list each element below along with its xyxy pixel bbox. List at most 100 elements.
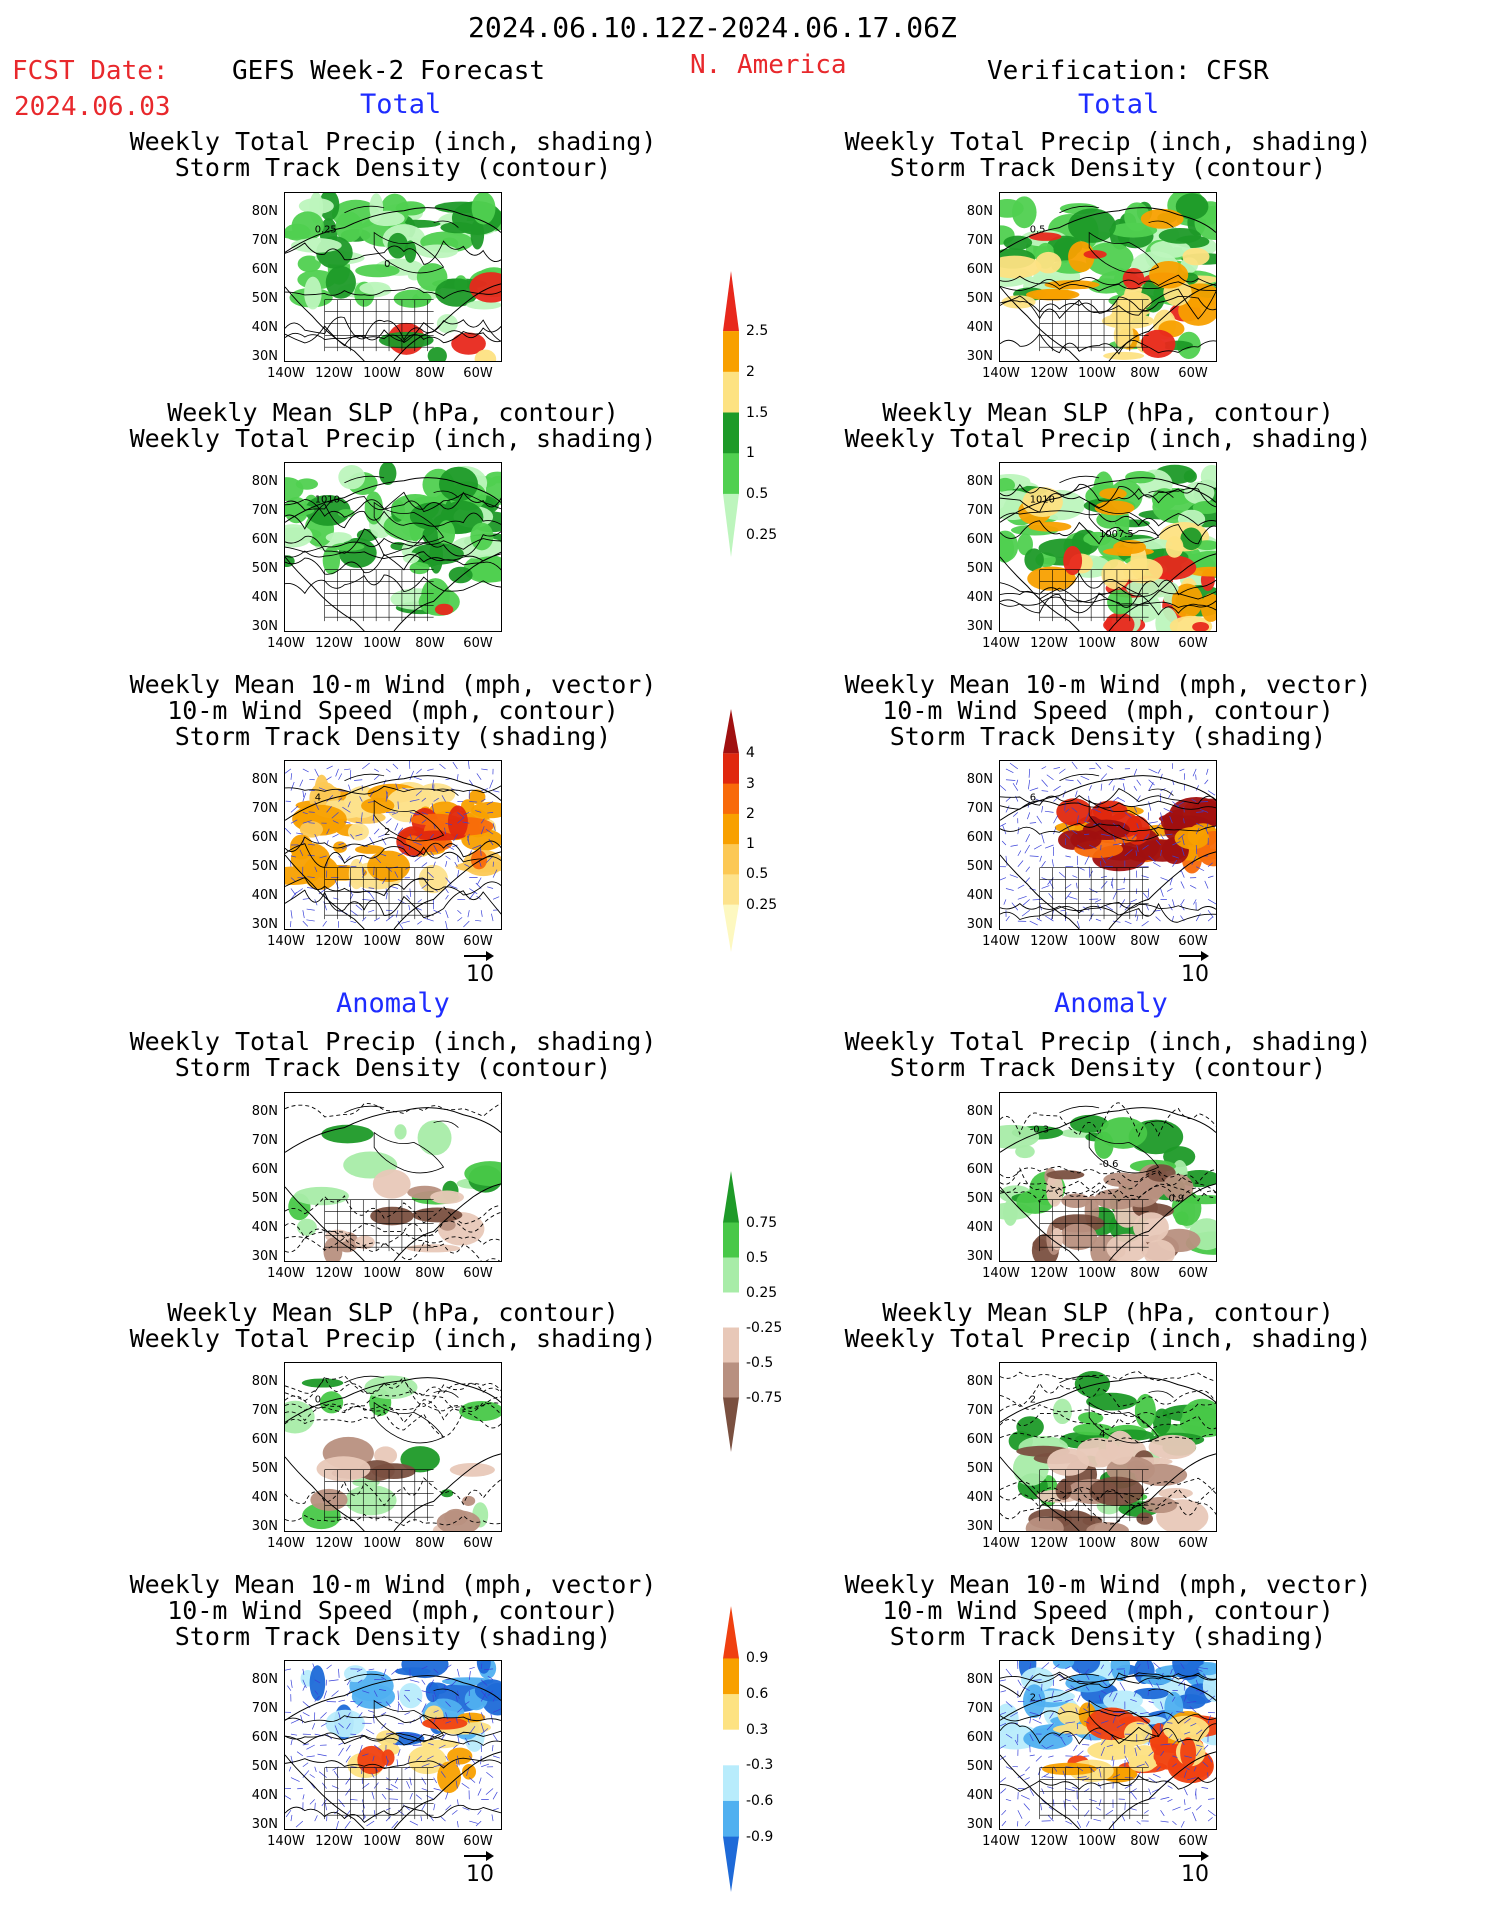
lat-tick-label: 30N (251, 619, 278, 634)
lat-tick-label: 60N (251, 262, 278, 277)
lat-tick-label: 60N (251, 1730, 278, 1745)
lon-tick-label: 60W (1178, 1266, 1208, 1281)
colorbar-tick-label: 2.5 (746, 323, 769, 340)
panel-title-obs-2: Weekly Mean 10-m Wind (mph, vector) 10-m … (839, 672, 1377, 750)
panel-title-line-1: 10-m Wind Speed (mph, contour) (167, 1596, 619, 1625)
lat-tick-label: 30N (966, 619, 993, 634)
lat-tick-label: 70N (966, 233, 993, 248)
map-panel-fcst-4: 0 (284, 1362, 502, 1532)
map-panel-obs-3: -0.3 -0.6 0.9 (999, 1092, 1217, 1262)
panel-title-fcst-5: Weekly Mean 10-m Wind (mph, vector) 10-m … (124, 1572, 662, 1650)
panel-title-line-1: Storm Track Density (contour) (889, 153, 1327, 182)
panel-title-obs-5: Weekly Mean 10-m Wind (mph, vector) 10-m … (839, 1572, 1377, 1650)
lon-tick-label: 80W (415, 636, 445, 651)
panel-title-line-2: Storm Track Density (shading) (174, 1622, 612, 1651)
lat-tick-label: 80N (966, 1104, 993, 1119)
contour-label-1: -0.6 (1099, 1159, 1118, 1170)
colorbar-tick-label: 0.3 (746, 1721, 769, 1738)
map-panel-obs-0: 0.5 (999, 192, 1217, 362)
contour-label-0: 2 (1030, 1693, 1036, 1704)
lat-tick-label: 30N (966, 1817, 993, 1832)
lat-tick-label: 70N (251, 1133, 278, 1148)
lon-tick-label: 140W (982, 1834, 1020, 1849)
lat-tick-label: 40N (251, 1220, 278, 1235)
lon-tick-label: 140W (267, 1266, 305, 1281)
lat-tick-label: 60N (966, 1432, 993, 1447)
panel-title-fcst-0: Weekly Total Precip (inch, shading) Storm… (124, 129, 662, 181)
lon-tick-label: 120W (1030, 1834, 1068, 1849)
map-panel-fcst-3 (284, 1092, 502, 1262)
colorbar-precip_anom (723, 1171, 739, 1452)
lon-tick-label: 140W (267, 1834, 305, 1849)
panel-title-line-1: Storm Track Density (contour) (174, 153, 612, 182)
lat-tick-label: 70N (251, 1701, 278, 1716)
colorbar-track_total (723, 709, 739, 952)
panel-title-line-1: 10-m Wind Speed (mph, contour) (167, 696, 619, 725)
colorbar-tick-label: 4 (746, 745, 755, 762)
lat-tick-label: 50N (966, 1191, 993, 1206)
colorbar-tick-label: -0.25 (746, 1319, 783, 1336)
lon-tick-label: 120W (315, 1834, 353, 1849)
lat-tick-label: 80N (251, 772, 278, 787)
verification-title: Verification: CFSR (987, 56, 1269, 86)
lat-tick-label: 50N (251, 859, 278, 874)
region-label: N. America (690, 50, 847, 80)
wind-reference-vector: 10 (464, 1850, 494, 1887)
wind-reference-label: 10 (1181, 1862, 1209, 1887)
panel-title-line-0: Weekly Mean SLP (hPa, contour) (167, 1298, 619, 1327)
lon-tick-label: 80W (415, 1834, 445, 1849)
panel-title-obs-1: Weekly Mean SLP (hPa, contour) Weekly Tot… (839, 400, 1377, 452)
panel-title-line-0: Weekly Mean 10-m Wind (mph, vector) (844, 670, 1372, 699)
lon-tick-label: 100W (1078, 636, 1116, 651)
lon-tick-label: 60W (1178, 1536, 1208, 1551)
lat-tick-label: 80N (966, 1374, 993, 1389)
lat-tick-label: 60N (966, 830, 993, 845)
contour-label-0: 0.5 (1030, 225, 1046, 236)
map-panel-fcst-5 (284, 1660, 502, 1830)
lat-tick-label: 60N (966, 1730, 993, 1745)
lon-tick-label: 80W (415, 1536, 445, 1551)
panel-title-line-1: Storm Track Density (contour) (889, 1053, 1327, 1082)
lat-tick-label: 80N (251, 204, 278, 219)
lon-tick-label: 60W (463, 934, 493, 949)
lon-tick-label: 140W (267, 934, 305, 949)
panel-title-line-0: Weekly Total Precip (inch, shading) (129, 127, 657, 156)
contour-label-0: 6 (1030, 793, 1036, 804)
lat-tick-label: 50N (966, 291, 993, 306)
panel-title-line-1: 10-m Wind Speed (mph, contour) (882, 1596, 1334, 1625)
wind-reference-label: 10 (466, 1862, 494, 1887)
lat-tick-label: 80N (966, 1672, 993, 1687)
lat-tick-label: 80N (966, 474, 993, 489)
colorbar-tick-label: 3 (746, 775, 755, 792)
lat-tick-label: 30N (966, 349, 993, 364)
colorbar-precip_total (723, 271, 739, 557)
panel-title-line-0: Weekly Total Precip (inch, shading) (129, 1027, 657, 1056)
lon-tick-label: 100W (1078, 1834, 1116, 1849)
colorbar-tick-label: -0.9 (746, 1828, 774, 1845)
panel-title-fcst-4: Weekly Mean SLP (hPa, contour) Weekly Tot… (124, 1300, 662, 1352)
lat-tick-label: 70N (966, 1133, 993, 1148)
lat-tick-label: 70N (966, 1403, 993, 1418)
panel-title-line-0: Weekly Mean SLP (hPa, contour) (882, 398, 1334, 427)
section-total-obs: Total (1078, 89, 1160, 120)
lon-tick-label: 80W (1130, 934, 1160, 949)
panel-title-line-0: Weekly Total Precip (inch, shading) (844, 1027, 1372, 1056)
lon-tick-label: 60W (1178, 636, 1208, 651)
lon-tick-label: 60W (463, 1834, 493, 1849)
lat-tick-label: 70N (251, 503, 278, 518)
panel-title-obs-3: Weekly Total Precip (inch, shading) Storm… (839, 1029, 1377, 1081)
contour-label-0: 4 (315, 793, 321, 804)
lat-tick-label: 60N (966, 262, 993, 277)
lat-tick-label: 40N (251, 1490, 278, 1505)
lat-tick-label: 40N (251, 590, 278, 605)
contour-label-1: 1007.5 (1099, 529, 1134, 540)
colorbar-tick-label: 0.6 (746, 1686, 769, 1703)
lat-tick-label: 50N (966, 1759, 993, 1774)
lon-tick-label: 120W (1030, 366, 1068, 381)
lon-tick-label: 100W (1078, 366, 1116, 381)
colorbar-tick-label: 0.25 (746, 1284, 778, 1301)
lat-tick-label: 40N (251, 320, 278, 335)
lon-tick-label: 140W (267, 636, 305, 651)
panel-title-obs-4: Weekly Mean SLP (hPa, contour) Weekly Tot… (839, 1300, 1377, 1352)
lat-tick-label: 80N (966, 204, 993, 219)
